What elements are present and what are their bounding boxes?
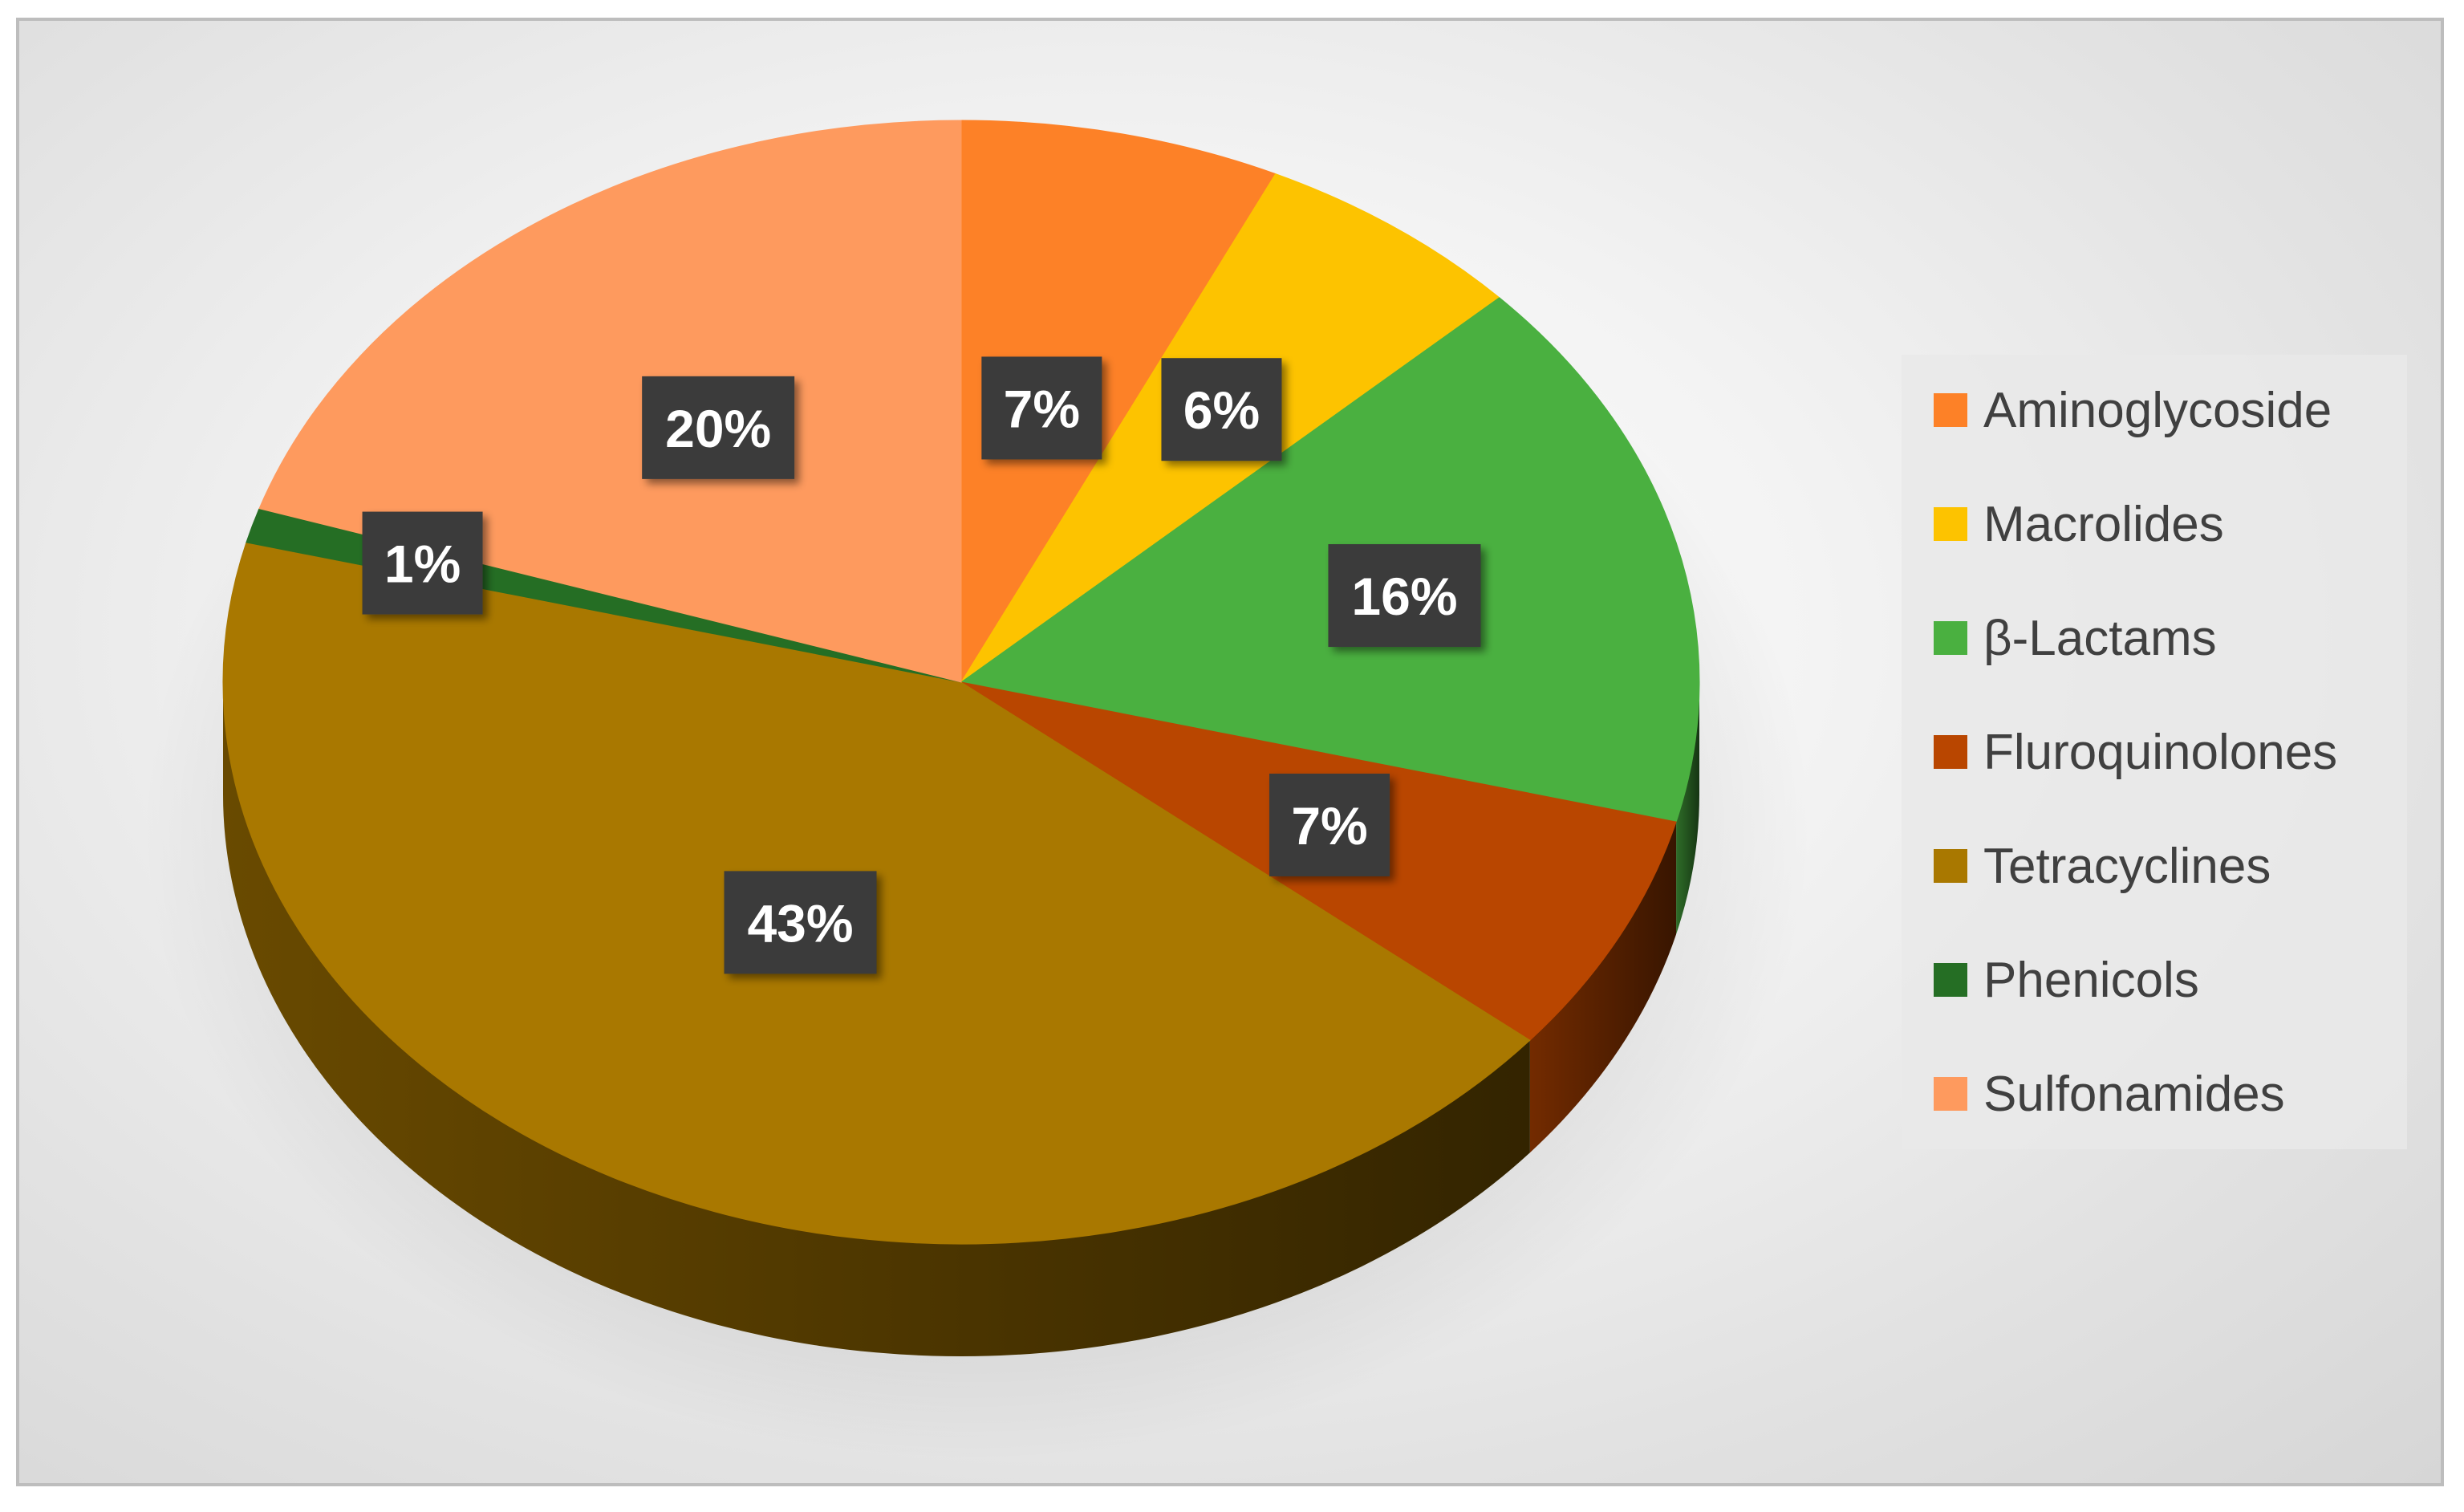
pie-slice-aminoglycoside bbox=[960, 120, 1277, 684]
legend-swatch bbox=[1934, 963, 1967, 997]
data-label-box bbox=[1328, 544, 1481, 648]
pie-side-tetracyclines bbox=[222, 682, 1530, 1356]
legend-label: Sulfonamides bbox=[1983, 1067, 2285, 1122]
data-label-text: 43% bbox=[747, 893, 853, 953]
legend-swatch bbox=[1934, 507, 1967, 541]
data-label-box bbox=[724, 871, 877, 974]
legend-swatch bbox=[1934, 621, 1967, 655]
data-label-box bbox=[1269, 773, 1390, 876]
data-label-fluroquinolones: 7% bbox=[1269, 773, 1390, 876]
data-labels: 7% 6% 16% 7% 43% 1% 20% bbox=[362, 356, 1481, 974]
data-label-aminoglycoside: 7% bbox=[981, 356, 1102, 460]
data-label-text: 20% bbox=[665, 399, 771, 458]
legend-item-tetracyclines: Tetracyclines bbox=[1934, 839, 2271, 894]
data-label-sulfonamides: 20% bbox=[642, 376, 795, 479]
legend-box bbox=[1902, 355, 2407, 1149]
data-label-text: 7% bbox=[1004, 379, 1080, 438]
data-label-phenicols: 1% bbox=[362, 511, 483, 615]
data-label-box bbox=[362, 511, 483, 615]
data-label-macrolides: 6% bbox=[1161, 358, 1282, 461]
legend-label: Macrolides bbox=[1983, 497, 2224, 552]
legend-swatch bbox=[1934, 393, 1967, 427]
legend-swatch bbox=[1934, 735, 1967, 769]
legend-label: Phenicols bbox=[1983, 953, 2199, 1008]
pie-top-slices bbox=[222, 120, 1700, 1245]
legend-label: β-Lactams bbox=[1983, 611, 2217, 666]
data-label-text: 16% bbox=[1351, 567, 1457, 626]
legend: Aminoglycoside Macrolides β-Lactams Fluroqu… bbox=[1902, 355, 2407, 1149]
data-label-box bbox=[1161, 358, 1282, 461]
pie-side-walls bbox=[222, 682, 1699, 1356]
legend-item-macrolides: Macrolides bbox=[1934, 497, 2224, 552]
legend-item-lactams: β-Lactams bbox=[1934, 611, 2217, 666]
legend-item-sulfonamides: Sulfonamides bbox=[1934, 1067, 2285, 1122]
data-label-text: 6% bbox=[1183, 380, 1260, 440]
legend-item-aminoglycoside: Aminoglycoside bbox=[1934, 383, 2332, 438]
data-label-box bbox=[642, 376, 795, 479]
legend-label: Tetracyclines bbox=[1983, 839, 2271, 894]
pie-side-lactams bbox=[1676, 682, 1699, 935]
legend-item-phenicols: Phenicols bbox=[1934, 953, 2199, 1008]
legend-label: Aminoglycoside bbox=[1983, 383, 2332, 438]
legend-swatch bbox=[1934, 1077, 1967, 1111]
legend-swatch bbox=[1934, 849, 1967, 883]
legend-item-fluroquinolones: Fluroquinolones bbox=[1934, 725, 2337, 780]
data-label-box bbox=[981, 356, 1102, 460]
data-label-lactams: 16% bbox=[1328, 544, 1481, 648]
data-label-tetracyclines: 43% bbox=[724, 871, 877, 974]
data-label-text: 7% bbox=[1291, 796, 1367, 856]
pie-side-fluroquinolones bbox=[1529, 822, 1677, 1153]
data-label-text: 1% bbox=[384, 534, 461, 594]
legend-label: Fluroquinolones bbox=[1983, 725, 2337, 780]
